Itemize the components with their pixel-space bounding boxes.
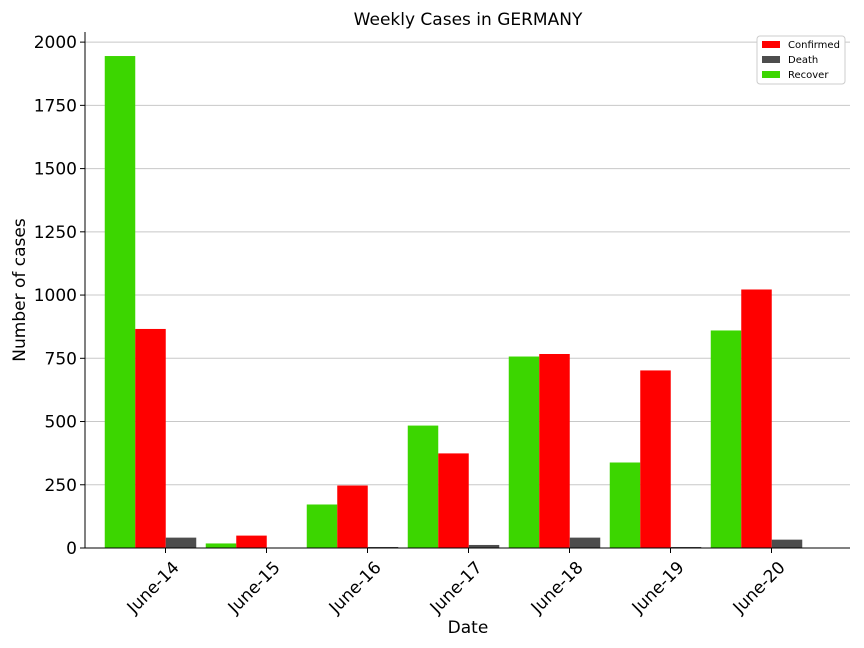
x-tick-label: June-19 [628,558,689,619]
legend-swatch-confirmed [762,41,780,48]
bar-confirmed-june-20 [741,289,772,548]
bar-confirmed-june-17 [438,453,469,548]
bar-recover-june-17 [407,425,439,548]
y-tick-label: 1750 [34,96,77,116]
x-tick-label: June-17 [426,558,487,619]
x-ticks: June-14 June-15 June-16 June-17 June-18 June-… [123,548,790,619]
x-tick-label: June-18 [527,558,588,619]
legend-swatch-recover [762,71,780,78]
bar-death-june-20 [771,539,803,548]
x-tick-label: June-15 [224,558,285,619]
y-tick-label: 1500 [34,160,77,180]
bar-confirmed-june-16 [337,485,368,548]
bar-confirmed-june-14 [135,328,166,548]
x-axis-label: Date [448,618,489,638]
y-tick-label: 1250 [34,223,77,243]
bar-death-june-17 [468,544,500,548]
bar-death-june-19 [670,546,702,548]
x-tick-label: June-20 [729,558,790,619]
bar-death-june-18 [569,537,601,548]
y-ticks: 0 250 500 750 1000 1250 1500 1750 2000 [34,33,85,559]
bar-death-june-16 [367,546,399,548]
bar-confirmed-june-15 [236,535,267,548]
legend-label-recover: Recover [788,70,829,81]
y-tick-label: 2000 [34,33,77,53]
bar-recover-june-18 [508,356,540,548]
legend-label-death: Death [788,55,818,66]
bars [104,56,803,548]
x-tick-label: June-16 [325,558,386,619]
bar-recover-june-20 [710,330,742,548]
legend: Confirmed Death Recover [756,35,846,85]
chart-title: Weekly Cases in GERMANY [354,10,583,30]
y-tick-label: 1000 [34,286,77,306]
legend-label-confirmed: Confirmed [788,40,840,51]
legend-swatch-death [762,56,780,63]
y-tick-label: 500 [45,413,77,433]
bar-confirmed-june-19 [640,370,671,548]
bar-confirmed-june-18 [539,353,570,548]
y-tick-label: 0 [66,539,77,559]
grid-lines [85,41,850,486]
y-tick-label: 750 [45,349,77,369]
y-axis-label: Number of cases [10,218,30,362]
x-tick-label: June-14 [123,558,184,619]
y-tick-label: 250 [45,476,77,496]
bar-recover-june-15 [205,543,237,548]
bar-recover-june-16 [306,504,338,548]
bar-recover-june-19 [609,462,641,548]
bar-recover-june-14 [104,56,136,548]
bar-death-june-14 [165,537,197,548]
